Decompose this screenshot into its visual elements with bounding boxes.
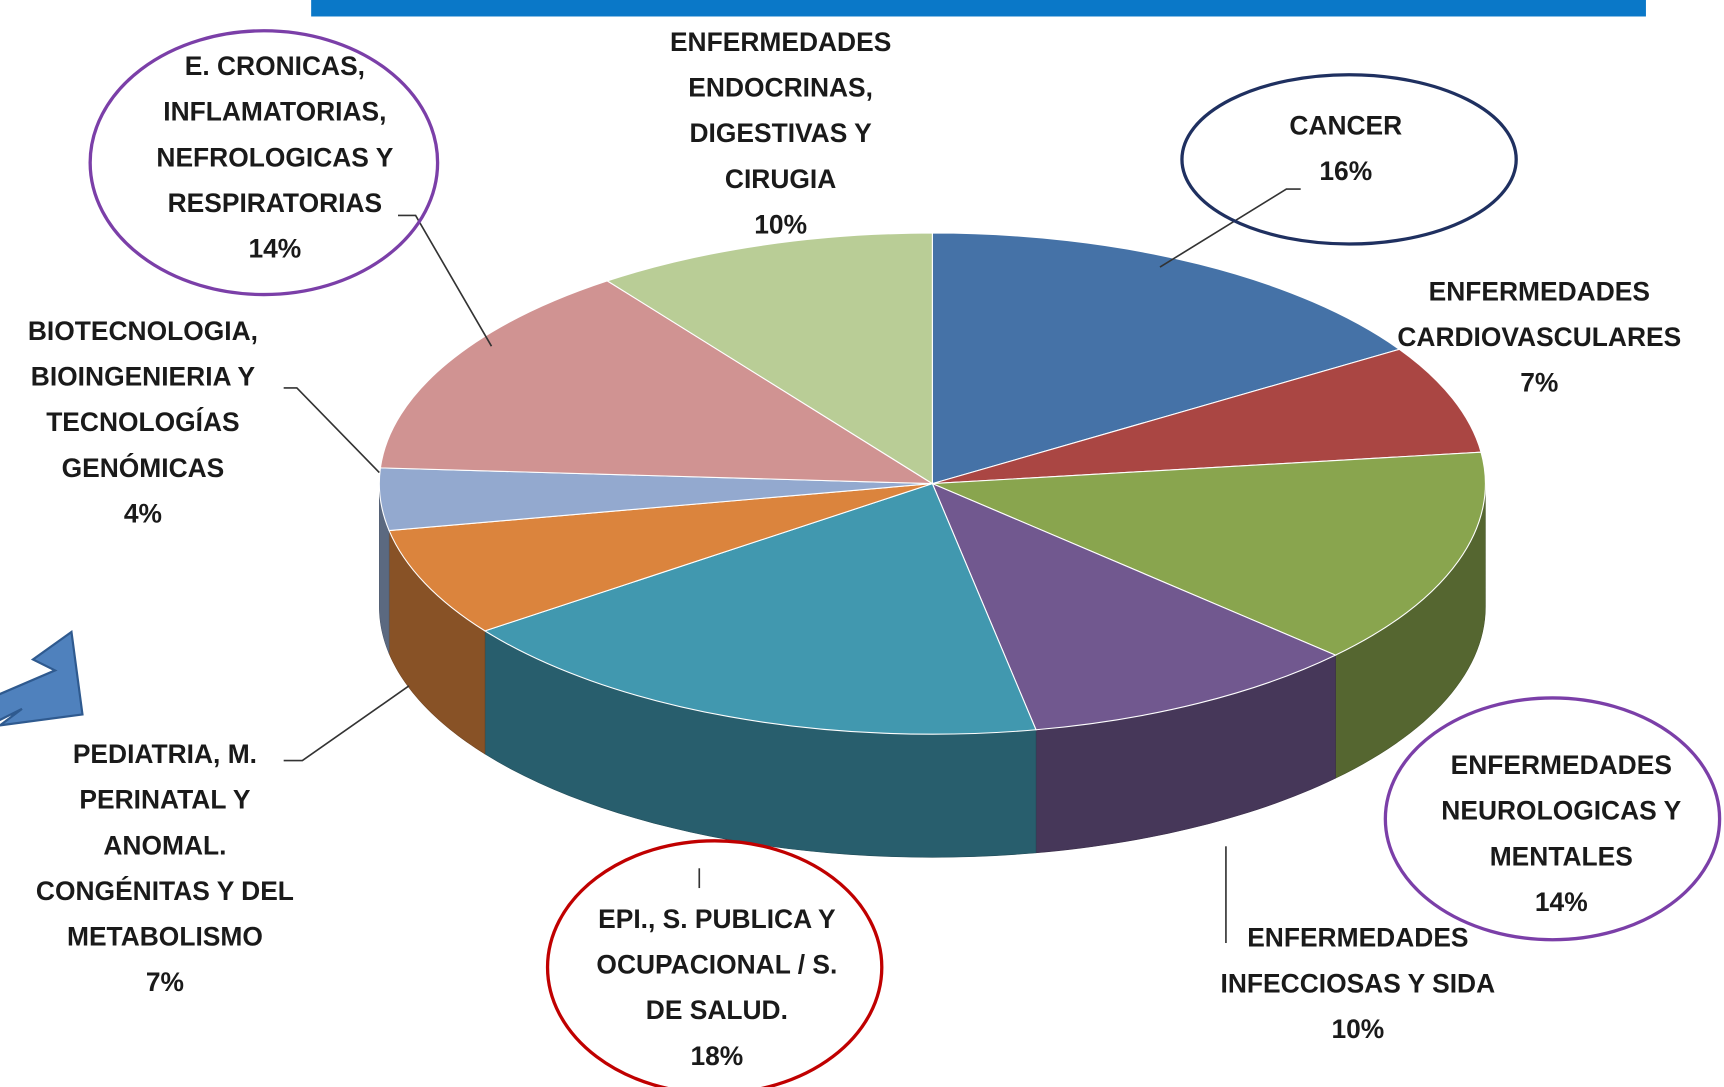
header-bar xyxy=(311,0,1646,17)
ring xyxy=(545,839,884,1087)
category-label: CIRUGIA xyxy=(725,164,836,194)
category-label: ENFERMEDADES xyxy=(1429,276,1650,306)
value-label: 18% xyxy=(690,1041,743,1071)
leader-line xyxy=(398,214,493,347)
category-label: E. CRONICAS, xyxy=(185,51,365,81)
category-label: ENFERMEDADES xyxy=(670,27,891,57)
leader-line xyxy=(283,387,380,474)
slice xyxy=(388,483,933,632)
value-label: 10% xyxy=(754,209,807,239)
arrow xyxy=(0,630,84,727)
category-label: INFECCIOSAS Y SIDA xyxy=(1221,968,1496,998)
category-label: BIOTECNOLOGIA, xyxy=(28,316,258,346)
category-label: ENFERMEDADES xyxy=(1451,750,1672,780)
leader-line xyxy=(283,685,410,762)
category-label: INFLAMATORIAS, xyxy=(163,97,386,127)
labels: CANCER 16% ENFERMEDADES CARDIOVASCULARES 7% E… xyxy=(28,27,1682,1071)
leader-line xyxy=(1159,188,1301,268)
value-label: 14% xyxy=(248,234,301,264)
category-label: CARDIOVASCULARES xyxy=(1397,322,1681,352)
category-label: ANOMAL. xyxy=(103,830,226,860)
category-label: NEFROLOGICAS Y xyxy=(156,142,393,172)
value-label: 14% xyxy=(1535,887,1588,917)
category-label: NEUROLOGICAS Y xyxy=(1441,796,1681,826)
category-label: PEDIATRIA, M. xyxy=(73,739,257,769)
category-label: OCUPACIONAL / S. xyxy=(596,950,837,980)
category-label: GENÓMICAS xyxy=(62,453,225,483)
value-label: 7% xyxy=(146,967,184,997)
category-label: TECNOLOGÍAS xyxy=(46,407,239,437)
highlight-rings xyxy=(88,29,1722,1087)
slice xyxy=(932,451,1486,656)
category-label: CONGÉNITAS Y DEL xyxy=(36,876,294,906)
slice xyxy=(379,280,935,485)
slice xyxy=(931,482,1337,731)
value-label: 7% xyxy=(1520,368,1558,398)
slice xyxy=(932,348,1482,485)
pie-tops xyxy=(378,232,1486,735)
category-label: PERINATAL Y xyxy=(79,785,250,815)
category-label: ENFERMEDADES xyxy=(1247,923,1468,953)
category-label: CANCER xyxy=(1289,110,1402,140)
ring xyxy=(1383,696,1722,942)
category-label: DE SALUD. xyxy=(646,995,788,1025)
slice xyxy=(483,482,1037,735)
category-label: ENDOCRINAS, xyxy=(688,73,873,103)
category-label: EPI., S. PUBLICA Y xyxy=(598,904,836,934)
category-label: DIGESTIVAS Y xyxy=(690,118,873,148)
category-label: BIOINGENIERIA Y xyxy=(31,362,256,392)
ring xyxy=(1180,73,1518,246)
leader-lines xyxy=(283,188,1301,944)
category-label: MENTALES xyxy=(1490,841,1633,871)
slice xyxy=(606,232,933,485)
slice xyxy=(931,232,1401,485)
value-label: 16% xyxy=(1319,156,1372,186)
value-label: 4% xyxy=(124,498,162,528)
category-label: METABOLISMO xyxy=(67,922,263,952)
value-label: 10% xyxy=(1331,1014,1384,1044)
ring xyxy=(88,29,440,297)
category-label: RESPIRATORIAS xyxy=(168,188,382,218)
